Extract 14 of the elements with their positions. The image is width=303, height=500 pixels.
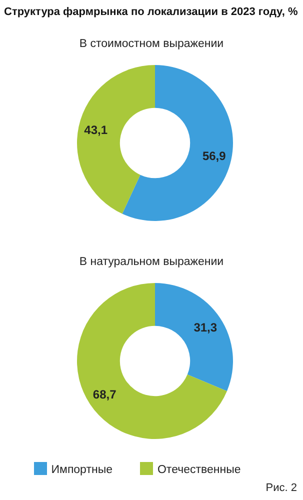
text: Рис. 2 xyxy=(266,482,297,494)
legend-label: Отечественные xyxy=(157,464,241,476)
donut-slice xyxy=(77,283,227,439)
donut-slice xyxy=(155,283,233,392)
donut-slice xyxy=(77,65,155,214)
chart-title: В натуральном выражении xyxy=(78,256,225,268)
chart-title: Структура фармрынка по локализации в 2023 году, % xyxy=(3,5,299,18)
legend-label: Импортные xyxy=(51,464,112,476)
data-label: 68,7 xyxy=(92,388,117,402)
chart-subtitle: В стоимостном выражении xyxy=(78,38,225,50)
data-label: 43,1 xyxy=(84,122,108,137)
data-label: 56,9 xyxy=(202,149,226,164)
donut-slice xyxy=(122,65,233,221)
data-label: 31,3 xyxy=(194,320,218,334)
